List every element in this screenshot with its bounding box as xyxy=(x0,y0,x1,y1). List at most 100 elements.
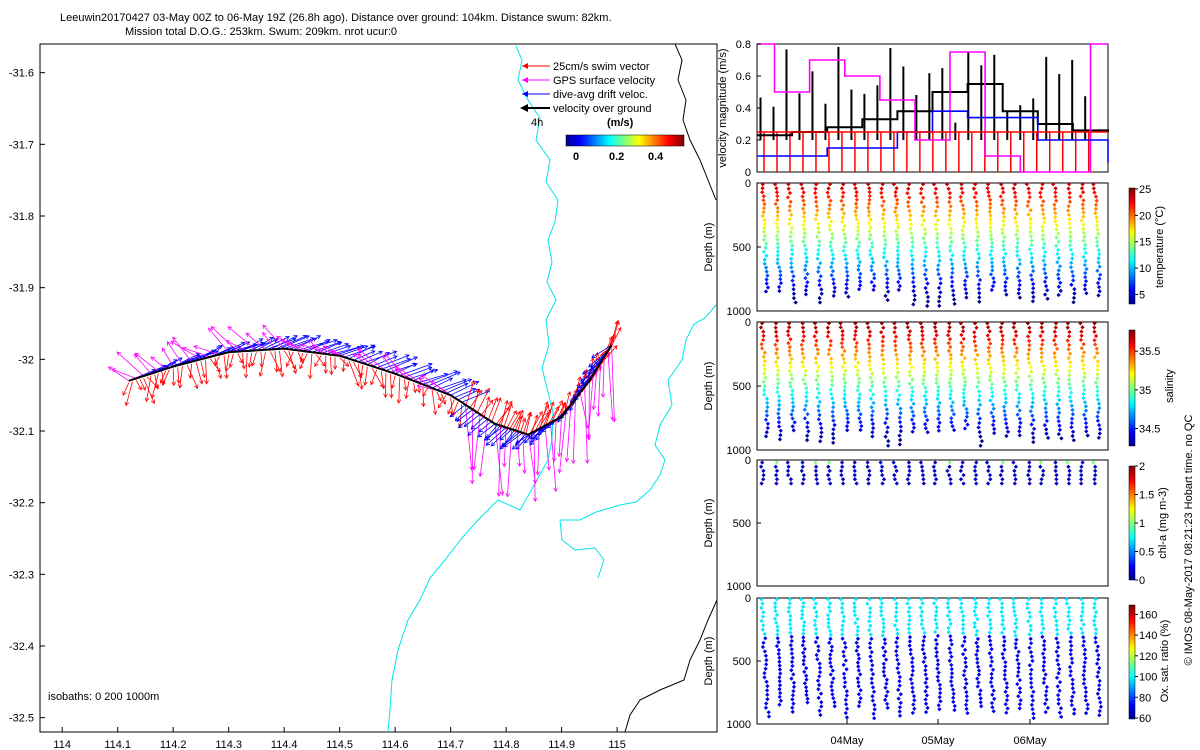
profile-point xyxy=(911,413,916,418)
profile-point xyxy=(774,186,779,191)
profile-point xyxy=(880,645,886,650)
profile-point xyxy=(1027,645,1032,650)
profile-point xyxy=(790,376,795,381)
profile-point xyxy=(1031,689,1036,694)
profile-point xyxy=(964,410,970,416)
profile-point xyxy=(1015,681,1020,687)
profile-point xyxy=(950,400,956,405)
gps-velocity-vector xyxy=(357,353,377,369)
profile-point xyxy=(935,368,941,374)
profile-point xyxy=(789,634,794,639)
profile-point xyxy=(801,662,806,667)
profile-point xyxy=(894,605,899,611)
profile-point xyxy=(909,248,914,254)
profile-point xyxy=(866,342,872,347)
profile-point xyxy=(1066,208,1071,213)
profile-point xyxy=(945,468,950,474)
profile-point xyxy=(761,354,766,359)
profile-point xyxy=(1043,410,1049,415)
profile-point xyxy=(919,325,925,330)
profile-point xyxy=(1072,286,1077,292)
profile-point xyxy=(789,651,795,656)
gps-velocity-vector xyxy=(584,386,590,465)
profile-point xyxy=(803,288,809,293)
profile-point xyxy=(947,199,952,205)
profile-point xyxy=(1097,708,1102,714)
profile-point xyxy=(831,676,836,681)
profile-point xyxy=(1082,660,1087,665)
map-y-tick-label: -32.5 xyxy=(9,713,34,725)
profile-point xyxy=(868,388,873,393)
profile-point xyxy=(936,404,941,409)
velocity-vectors xyxy=(107,319,622,503)
profile-point xyxy=(760,601,765,606)
profile-point xyxy=(802,243,808,248)
profile-point xyxy=(1029,277,1035,282)
profile-point xyxy=(831,440,836,445)
profile-point xyxy=(934,605,939,610)
profile-point xyxy=(1055,368,1060,373)
profile-point xyxy=(1004,697,1010,703)
profile-point xyxy=(1001,404,1007,409)
profile-point xyxy=(973,348,978,353)
profile-point xyxy=(948,344,953,350)
profile-point xyxy=(1001,259,1006,265)
swim-vector xyxy=(332,357,338,371)
profile-point xyxy=(988,229,993,234)
profile-point xyxy=(896,696,901,701)
profile-point xyxy=(1057,423,1062,428)
profile-point xyxy=(760,627,766,632)
profile-point xyxy=(761,329,766,334)
profile-point xyxy=(975,260,980,265)
profile-point xyxy=(934,650,940,655)
profile-point xyxy=(897,433,902,438)
colorbar-tick-label: 25 xyxy=(1139,184,1151,196)
profile-point xyxy=(1014,224,1020,229)
profile-point xyxy=(1066,212,1072,218)
profile-point xyxy=(790,693,796,698)
profile-point xyxy=(979,704,984,709)
profile-point xyxy=(880,343,886,349)
profile-point xyxy=(826,605,832,610)
swim-vector xyxy=(516,414,524,434)
profile-point xyxy=(826,321,832,326)
profile-point xyxy=(932,341,938,346)
profile-point xyxy=(1003,251,1008,256)
profile-point xyxy=(791,672,796,677)
profile-point xyxy=(866,213,872,218)
profile-point xyxy=(872,702,877,708)
drift-vector xyxy=(371,355,398,367)
profile-point xyxy=(1000,618,1006,623)
profile-point xyxy=(898,692,903,697)
profile-point xyxy=(923,249,929,255)
profile-point xyxy=(841,248,846,254)
profile-point xyxy=(1030,290,1036,295)
profile-point xyxy=(866,205,871,210)
profile-point xyxy=(962,685,968,690)
profile-point xyxy=(1014,232,1019,237)
profile-point xyxy=(762,257,767,262)
profile-point xyxy=(1040,233,1046,238)
profile-point xyxy=(910,409,915,414)
profile-point xyxy=(1081,391,1086,397)
profile-point xyxy=(776,420,782,425)
profile-point xyxy=(919,622,924,627)
profile-point xyxy=(868,252,873,257)
profile-point xyxy=(882,220,887,226)
profile-point xyxy=(909,417,915,422)
profile-point xyxy=(973,601,979,606)
map-x-tick-label: 114.4 xyxy=(271,739,298,750)
profile-point xyxy=(1015,253,1020,258)
profile-point xyxy=(911,425,917,430)
profile-point xyxy=(1040,207,1046,212)
profile-point xyxy=(814,329,819,335)
profile-point xyxy=(1055,251,1060,257)
profile-point xyxy=(972,330,977,335)
profile-point xyxy=(1015,657,1020,663)
profile-point xyxy=(976,407,981,412)
swim-vector xyxy=(251,352,257,367)
oxygen-panel: Depth (m) Ox. sat. ratio (%) xyxy=(703,597,1171,725)
profile-point xyxy=(1095,350,1100,356)
profile-point xyxy=(1039,630,1044,635)
profile-point xyxy=(775,355,780,360)
